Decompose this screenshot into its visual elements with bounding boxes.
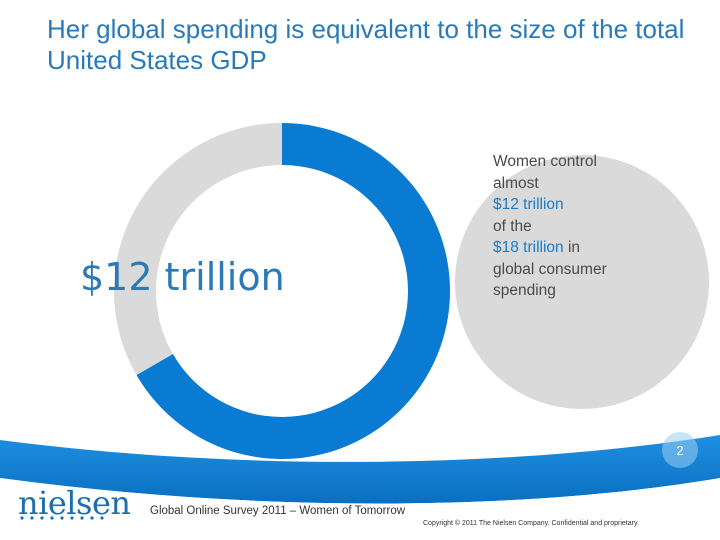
callout-circle (455, 155, 709, 409)
donut-chart (114, 123, 450, 459)
slide-title: Her global spending is equivalent to the… (47, 14, 685, 75)
logo-dots-icon (20, 516, 104, 520)
nielsen-logo: nielsen (18, 484, 131, 522)
callout-text: Women control almost $12 trillion of the… (493, 151, 653, 302)
donut-center-label: $12 trillion (80, 255, 285, 299)
callout-line: Women control (493, 153, 597, 170)
callout-line-highlight-row: $18 trillion in (493, 237, 653, 259)
donut-slice-remainder (114, 123, 283, 375)
callout-line: almost (493, 174, 539, 192)
page-number: 2 (676, 443, 684, 458)
page-number-circle (662, 432, 698, 468)
callout-line: spending (493, 282, 556, 299)
callout-highlight-18-trillion: $18 trillion (493, 239, 564, 256)
copyright-notice: Copyright © 2011 The Nielsen Company. Co… (423, 520, 639, 527)
footer-background (0, 478, 720, 540)
footer-survey-label: Global Online Survey 2011 – Women of Tom… (150, 505, 406, 517)
callout-highlight-12-trillion: $12 trillion (493, 196, 564, 213)
callout-line-suffix: in (563, 239, 581, 256)
callout-line: global consumer (493, 260, 607, 278)
callout-line: of the (493, 217, 532, 235)
bottom-band (0, 435, 720, 504)
